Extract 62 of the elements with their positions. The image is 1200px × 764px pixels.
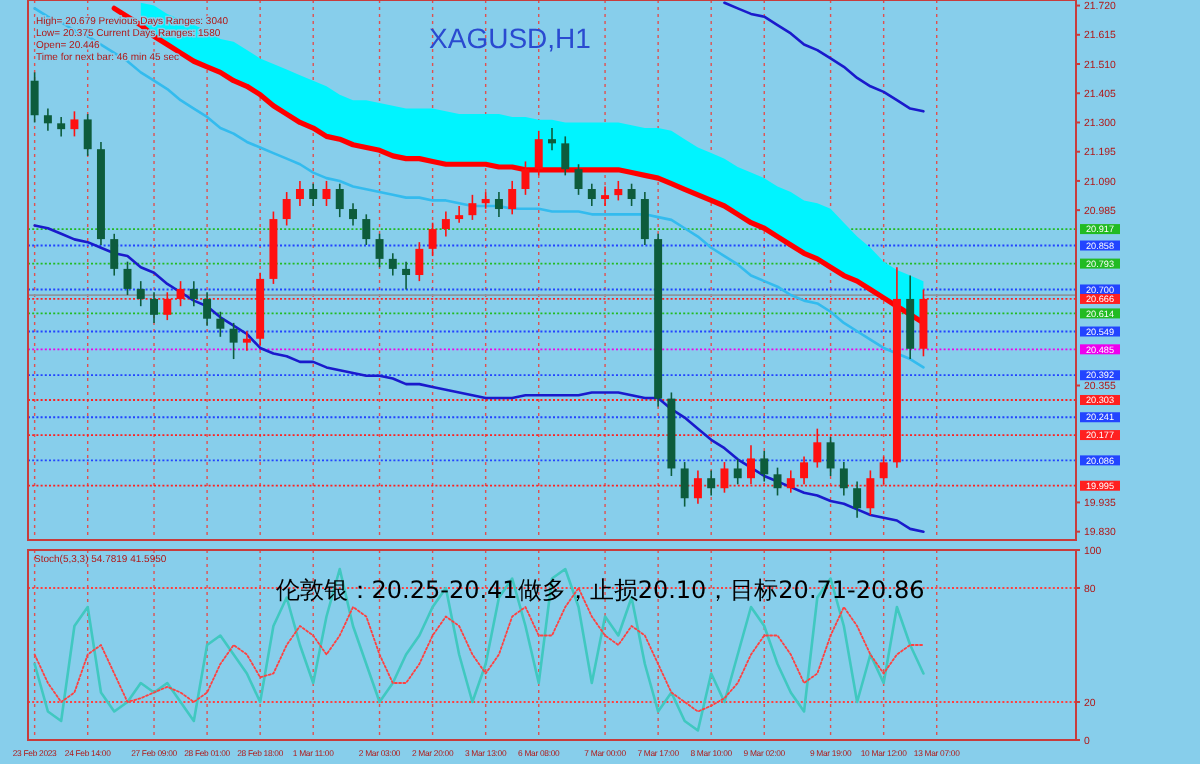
candlestick: [720, 461, 729, 494]
candlestick: [813, 427, 822, 469]
candlestick: [693, 469, 702, 505]
line-series: [33, 567, 925, 732]
candlestick: [203, 291, 212, 327]
line-series: [33, 7, 925, 369]
candlestick: [136, 280, 145, 307]
candlestick: [375, 233, 384, 269]
candlestick: [388, 252, 397, 277]
candlestick: [30, 71, 39, 124]
candlestick: [43, 107, 52, 132]
candlestick: [163, 291, 172, 321]
annotation: 伦敦银：20.25-20.41做多，止损20.10，目标20.71-20.86: [275, 576, 925, 604]
candlestick: [574, 163, 583, 196]
candlestick: [508, 180, 517, 216]
candlestick: [548, 127, 556, 152]
candlestick: [83, 113, 92, 157]
candlestick: [747, 444, 755, 486]
candlestick: [733, 458, 742, 486]
candlestick: [441, 210, 450, 238]
candlestick: [853, 480, 862, 519]
candlestick: [176, 280, 185, 307]
candlestick: [826, 436, 835, 477]
candlestick: [282, 191, 291, 227]
candlestick: [415, 241, 424, 282]
candlestick: [521, 160, 530, 196]
candlestick: [189, 280, 198, 307]
candlestick: [335, 182, 344, 218]
candlestick: [866, 469, 875, 516]
candlestick: [309, 182, 318, 207]
candlestick: [534, 130, 543, 177]
candlestick: [455, 205, 464, 224]
candlestick: [800, 455, 809, 486]
candlestick: [760, 450, 769, 483]
line-series: [723, 1, 925, 113]
candlestick: [402, 260, 411, 291]
candlestick: [627, 182, 636, 207]
candlestick: [57, 116, 66, 138]
candlestick: [349, 202, 357, 227]
candlestick: [561, 135, 570, 177]
candlestick: [839, 461, 848, 497]
candlestick: [110, 233, 119, 277]
line-series: [33, 224, 925, 533]
candlestick: [242, 330, 251, 352]
candlestick: [601, 185, 610, 207]
candlestick: [468, 194, 477, 221]
candlestick: [786, 469, 795, 494]
candlestick: [229, 322, 238, 360]
candlestick: [707, 469, 716, 497]
candlestick: [680, 461, 689, 508]
candlestick: [150, 291, 159, 324]
candlestick: [494, 191, 503, 218]
text: XAGUSD,H1: [429, 22, 592, 54]
candlestick: [614, 180, 623, 202]
candlestick: [428, 221, 437, 257]
candlestick: [879, 455, 888, 486]
candlestick: [362, 213, 371, 246]
candlestick: [295, 180, 304, 207]
candlestick: [216, 310, 225, 338]
candlestick: [640, 191, 649, 246]
candlestick: [587, 182, 596, 207]
candlestick: [70, 110, 79, 138]
